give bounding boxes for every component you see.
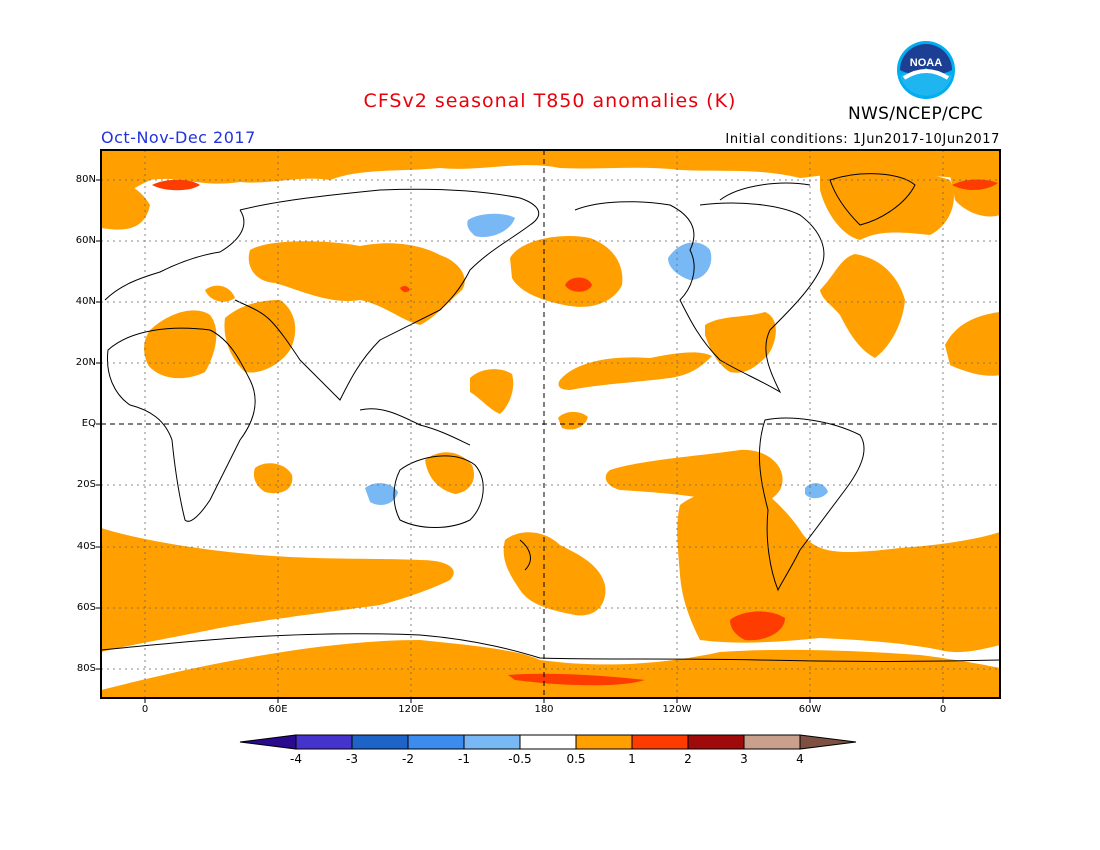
lat-label-80n: 80N xyxy=(75,174,96,185)
colorbar-segment xyxy=(463,734,521,750)
lat-label-20n: 20N xyxy=(75,357,96,368)
colorbar-label: -0.5 xyxy=(508,752,532,766)
colorbar-label: 4 xyxy=(796,752,804,766)
noaa-logo: NOAA xyxy=(897,41,955,99)
reference-lines xyxy=(101,150,1000,698)
colorbar-segment xyxy=(407,734,465,750)
lat-label-eq: EQ xyxy=(81,418,96,429)
colorbar-segment xyxy=(295,734,353,750)
colorbar-label: 0.5 xyxy=(566,752,586,766)
lat-label-60n: 60N xyxy=(75,235,96,246)
colorbar-label: -1 xyxy=(458,752,470,766)
lon-label-0: 0 xyxy=(141,704,149,715)
colorbar-label: 1 xyxy=(628,752,636,766)
colorbar-label: -3 xyxy=(346,752,358,766)
lat-label-20s: 20S xyxy=(76,479,96,490)
agency-label: NWS/NCEP/CPC xyxy=(848,104,983,124)
anomaly-fields xyxy=(101,150,1000,698)
svg-text:NOAA: NOAA xyxy=(910,57,942,69)
lat-label-80s: 80S xyxy=(76,663,96,674)
lon-label-120w: 120W xyxy=(662,704,692,715)
lat-label-40s: 40S xyxy=(76,541,96,552)
colorbar-segment xyxy=(351,734,409,750)
colorbar-segment xyxy=(239,734,297,750)
grid-lines xyxy=(101,150,1000,698)
coastlines xyxy=(100,173,1001,662)
season-label: Oct-Nov-Dec 2017 xyxy=(101,128,256,147)
lon-label-0-east: 0 xyxy=(939,704,947,715)
colorbar-segment xyxy=(575,734,633,750)
colorbar-segment xyxy=(687,734,745,750)
lat-label-40n: 40N xyxy=(75,296,96,307)
lon-label-60e: 60E xyxy=(268,704,288,715)
colorbar xyxy=(239,734,857,750)
lon-label-180: 180 xyxy=(534,704,554,715)
colorbar-label: -4 xyxy=(290,752,302,766)
colorbar-segment xyxy=(519,734,577,750)
colorbar-label: -2 xyxy=(402,752,414,766)
colorbar-label: 3 xyxy=(740,752,748,766)
lat-label-60s: 60S xyxy=(76,602,96,613)
colorbar-segment xyxy=(799,734,857,750)
tick-marks xyxy=(96,179,944,703)
colorbar-label: 2 xyxy=(684,752,692,766)
chart-title: CFSv2 seasonal T850 anomalies (K) xyxy=(363,90,737,112)
colorbar-segment xyxy=(631,734,689,750)
initial-conditions-label: Initial conditions: 1Jun2017-10Jun2017 xyxy=(725,132,1000,147)
colorbar-segment xyxy=(743,734,801,750)
lon-label-60w: 60W xyxy=(798,704,822,715)
lon-label-120e: 120E xyxy=(398,704,424,715)
